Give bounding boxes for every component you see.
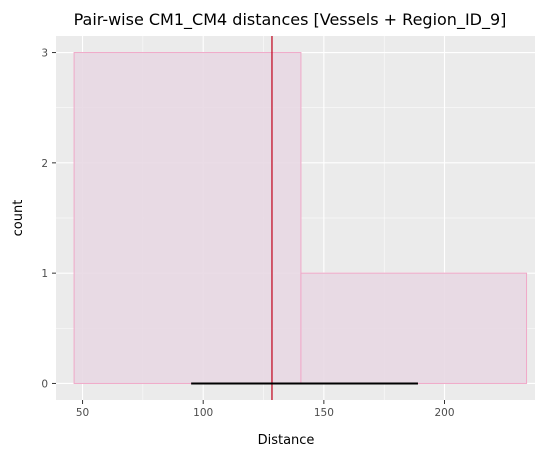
y-tick-label: 3 bbox=[41, 48, 48, 60]
y-tick-label: 0 bbox=[41, 378, 48, 390]
x-axis-label: Distance bbox=[258, 433, 315, 448]
chart-title: Pair-wise CM1_CM4 distances [Vessels + R… bbox=[74, 10, 507, 30]
x-tick-label: 150 bbox=[314, 407, 334, 419]
x-tick-label: 50 bbox=[76, 407, 89, 419]
overlays bbox=[191, 36, 418, 400]
y-axis-ticks: 0 1 2 3 bbox=[41, 48, 56, 390]
histogram-bar-2 bbox=[300, 272, 528, 384]
y-tick-label: 2 bbox=[41, 158, 48, 170]
histogram-bars bbox=[73, 52, 528, 384]
histogram-bar-1 bbox=[73, 52, 302, 384]
x-tick-label: 100 bbox=[193, 407, 213, 419]
x-tick-label: 200 bbox=[434, 407, 454, 419]
y-axis-label: count bbox=[11, 200, 26, 237]
y-tick-label: 1 bbox=[41, 268, 48, 280]
x-axis-ticks: 50 100 150 200 bbox=[76, 400, 455, 419]
